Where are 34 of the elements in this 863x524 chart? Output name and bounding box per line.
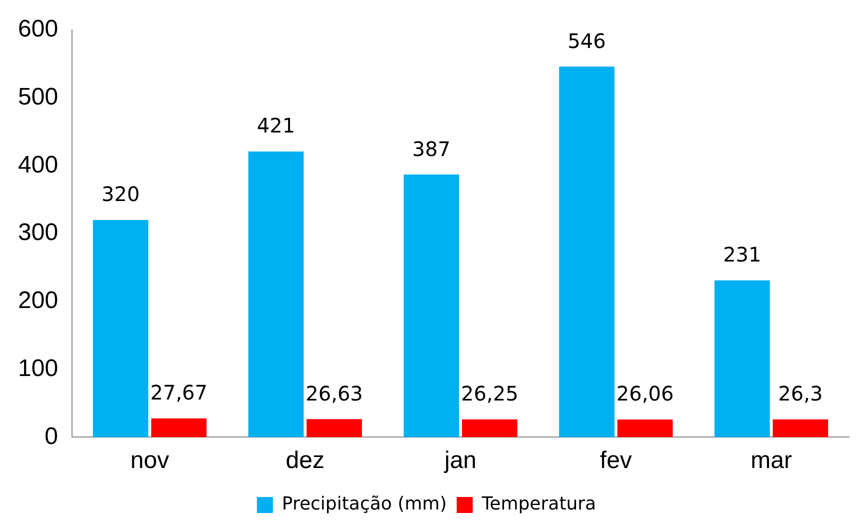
data-label: 27,67 [150,380,208,405]
legend-label: Temperatura [480,494,596,515]
data-label: 26,3 [778,382,823,406]
y-tick-label: 500 [18,83,58,110]
data-label: 26,63 [306,381,363,406]
bar [772,419,828,438]
x-tick-label: fev [600,447,632,474]
legend-label: Precipitação (mm) [282,494,447,515]
x-tick-label: jan [444,447,477,474]
y-tick-label: 0 [44,422,58,450]
data-label: 421 [256,114,296,138]
x-tick-label: nov [130,447,170,474]
y-tick-label: 300 [18,219,58,246]
data-label: 320 [102,182,140,206]
x-tick-label: mar [750,447,792,474]
y-tick-label: 600 [18,16,58,43]
data-label: 26,06 [616,382,674,406]
data-label: 231 [723,242,762,267]
bar [248,151,304,438]
bar [404,174,460,438]
data-label: 26,25 [461,382,518,406]
y-tick-label: 400 [18,151,58,178]
bar [617,420,673,438]
bar [151,418,207,438]
bar [559,66,614,438]
y-tick-label: 200 [18,287,58,314]
data-label: 546 [568,28,606,53]
x-tick-label: dez [286,447,324,474]
bar [306,419,362,438]
y-tick-label: 100 [18,354,58,382]
data-label: 387 [412,136,450,161]
bar [714,280,770,438]
bar [92,220,148,438]
bar [462,419,518,438]
